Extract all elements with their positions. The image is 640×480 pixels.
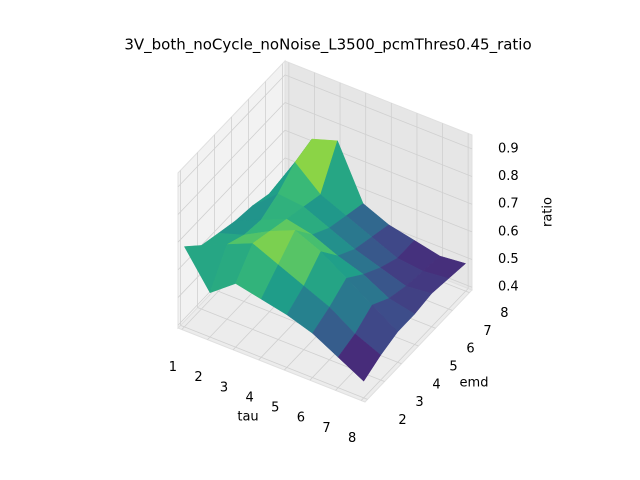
- grid-line: [180, 324, 368, 400]
- y-tick-label: 5: [449, 360, 457, 375]
- x-tick-label: 5: [271, 401, 279, 416]
- z-tick-label: 0.9: [498, 141, 519, 156]
- x-tick-label: 1: [169, 360, 177, 375]
- x-tick-label: 8: [348, 431, 356, 446]
- y-tick-label: 8: [500, 306, 508, 321]
- grid-line: [177, 74, 286, 188]
- x-axis-label: tau: [237, 410, 258, 425]
- x-tick-label: 6: [297, 411, 305, 426]
- surface-patch: [337, 333, 382, 382]
- z-tick-label: 0.6: [498, 224, 519, 239]
- y-tick-label: 6: [466, 342, 474, 357]
- grid-line: [177, 129, 286, 243]
- x-tick-label: 3: [220, 380, 228, 395]
- grid-line: [284, 74, 473, 150]
- grid-line: [284, 102, 473, 177]
- y-axis-label: emd: [460, 376, 489, 391]
- z-axis-label: ratio: [541, 197, 556, 227]
- y-tick-label: 2: [398, 413, 406, 428]
- x-tick-label: 2: [194, 370, 202, 385]
- z-tick-label: 0.8: [498, 169, 519, 184]
- chart-title: 3V_both_noCycle_noNoise_L3500_pcmThres0.…: [124, 36, 531, 55]
- x-tick-label: 7: [322, 421, 330, 436]
- z-tick-label: 0.5: [498, 252, 519, 267]
- z-tick-label: 0.7: [498, 197, 519, 212]
- y-tick-label: 3: [415, 395, 423, 410]
- grid-line: [177, 102, 286, 215]
- y-tick-label: 4: [432, 377, 440, 392]
- z-tick-label: 0.4: [498, 280, 519, 295]
- y-tick-label: 7: [483, 324, 491, 339]
- x-tick-label: 4: [246, 390, 254, 405]
